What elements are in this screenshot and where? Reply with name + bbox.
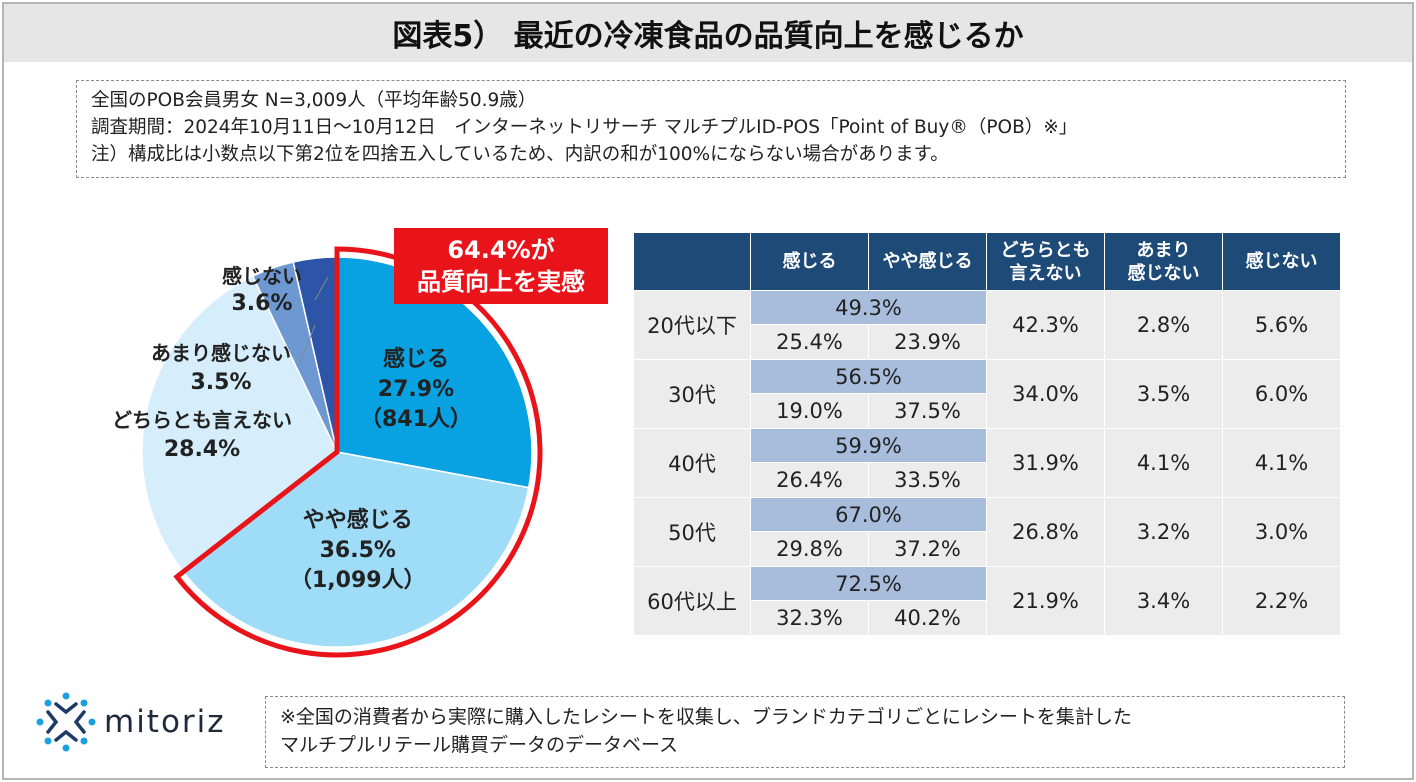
row-yaya: 33.5% — [868, 462, 987, 498]
row-dochira: 34.0% — [986, 359, 1105, 429]
row-age: 50代 — [633, 497, 751, 567]
row-dochira: 42.3% — [986, 290, 1105, 360]
header-dochira: どちらとも 言えない — [986, 232, 1105, 291]
note-line: 調査期間：2024年10月11日～10月12日 インターネットリサーチ マルチプ… — [91, 117, 1078, 138]
header-kanjinai: 感じない — [1222, 232, 1341, 291]
table-row: 20代以下 49.3% 42.3% 2.8% 5.6% — [633, 290, 1341, 360]
row-combined: 72.5% — [750, 566, 987, 601]
label-amari-pct: 3.5% — [190, 370, 252, 395]
logo-mark-icon — [36, 692, 96, 752]
table-subrow: 25.4% 23.9% — [634, 324, 1341, 360]
table-row: 40代 59.9% 31.9% 4.1% 4.1% — [633, 428, 1341, 498]
row-amari: 3.2% — [1104, 497, 1223, 567]
label-dochira-name: どちらとも言えない — [112, 408, 292, 432]
header-dochira-line2: 言えない — [1009, 262, 1082, 284]
table-subrow: 32.3% 40.2% — [634, 600, 1341, 636]
label-kanjiru: 感じる 27.9% （841人） — [360, 345, 472, 435]
table-subrow: 29.8% 37.2% — [634, 531, 1341, 567]
header-dochira-line1: どちらとも — [1000, 239, 1091, 261]
pie-slice-0 — [336, 256, 533, 489]
row-kanjinai: 4.1% — [1222, 428, 1341, 498]
highlight-callout: 64.4%が 品質向上を実感 — [394, 228, 608, 304]
table-row: 60代以上 72.5% 21.9% 3.4% 2.2% — [633, 566, 1341, 636]
mitoriz-logo: mitoriz — [34, 690, 226, 754]
header-blank — [633, 232, 751, 291]
row-kanjiru: 26.4% — [750, 462, 869, 498]
callout-line1: 64.4%が — [447, 236, 555, 264]
pie-slice-1 — [182, 451, 530, 648]
row-kanjinai: 6.0% — [1222, 359, 1341, 429]
callout-line2: 品質向上を実感 — [417, 268, 585, 296]
table-row: 30代 56.5% 34.0% 3.5% 6.0% — [633, 359, 1341, 429]
label-yaya: やや感じる 36.5% （1,099人） — [290, 506, 426, 596]
row-kanjiru: 25.4% — [750, 324, 869, 360]
age-breakdown-table: 感じる やや感じる どちらとも 言えない あまり 感じない 感じない 20代以下 4… — [633, 232, 1341, 636]
data-source-footnote: ※全国の消費者から実際に購入したレシートを収集し、ブランドカテゴリごとにレシート… — [265, 696, 1345, 768]
label-amari: あまり感じない 3.5% — [151, 338, 291, 398]
row-kanjiru: 32.3% — [750, 600, 869, 636]
row-amari: 4.1% — [1104, 428, 1223, 498]
label-amari-name: あまり感じない — [151, 341, 291, 365]
row-yaya: 23.9% — [868, 324, 987, 360]
label-kanjinai: 感じない 3.6% — [222, 262, 302, 318]
label-kanjinai-pct: 3.6% — [231, 291, 293, 316]
label-yaya-name: やや感じる — [302, 508, 413, 533]
leader-line-kanjinai — [314, 276, 329, 301]
label-dochira-pct: 28.4% — [163, 437, 241, 462]
table-row: 50代 67.0% 26.8% 3.2% 3.0% — [633, 497, 1341, 567]
row-age: 40代 — [633, 428, 751, 498]
footnote-line: ※全国の消費者から実際に購入したレシートを収集し、ブランドカテゴリごとにレシート… — [280, 706, 1132, 728]
row-age: 30代 — [633, 359, 751, 429]
row-amari: 2.8% — [1104, 290, 1223, 360]
row-kanjiru: 19.0% — [750, 393, 869, 429]
row-amari: 3.4% — [1104, 566, 1223, 636]
row-yaya: 40.2% — [868, 600, 987, 636]
label-yaya-count: （1,099人） — [290, 568, 426, 593]
note-line: 全国のPOB会員男女 N=3,009人（平均年齢50.9歳） — [91, 90, 537, 111]
row-yaya: 37.2% — [868, 531, 987, 567]
header-amari: あまり 感じない — [1104, 232, 1223, 291]
row-age: 60代以上 — [633, 566, 751, 636]
survey-notes: 全国のPOB会員男女 N=3,009人（平均年齢50.9歳） 調査期間：2024… — [76, 80, 1346, 178]
row-dochira: 26.8% — [986, 497, 1105, 567]
row-yaya: 37.5% — [868, 393, 987, 429]
pie-slice-2 — [141, 275, 338, 573]
table-header-row: 感じる やや感じる どちらとも 言えない あまり 感じない 感じない — [633, 232, 1341, 291]
header-amari-line2: 感じない — [1127, 262, 1200, 284]
header-kanjiru: 感じる — [750, 232, 869, 291]
row-kanjinai: 2.2% — [1222, 566, 1341, 636]
row-dochira: 31.9% — [986, 428, 1105, 498]
row-kanjinai: 5.6% — [1222, 290, 1341, 360]
label-yaya-pct: 36.5% — [319, 538, 396, 563]
note-line: 注）構成比は小数点以下第2位を四捨五入しているため、内訳の和が100%にならない… — [91, 144, 949, 165]
row-combined: 67.0% — [750, 497, 987, 532]
row-combined: 59.9% — [750, 428, 987, 463]
page-title: 図表5） 最近の冷凍食品の品質向上を感じるか — [4, 4, 1412, 62]
leader-line-amari — [299, 324, 316, 364]
label-kanjiru-count: （841人） — [360, 407, 472, 432]
row-dochira: 21.9% — [986, 566, 1105, 636]
table-subrow: 26.4% 33.5% — [634, 462, 1341, 498]
label-kanjiru-name: 感じる — [382, 347, 449, 372]
row-kanjiru: 29.8% — [750, 531, 869, 567]
label-dochira: どちらとも言えない 28.4% — [112, 405, 292, 465]
table-subrow: 19.0% 37.5% — [634, 393, 1341, 429]
row-kanjinai: 3.0% — [1222, 497, 1341, 567]
header-yaya: やや感じる — [868, 232, 987, 291]
footnote-line: マルチプルリテール購買データのデータベース — [280, 734, 679, 756]
row-combined: 56.5% — [750, 359, 987, 394]
logo-wordmark: mitoriz — [104, 704, 226, 740]
row-age: 20代以下 — [633, 290, 751, 360]
label-kanjinai-name: 感じない — [222, 264, 302, 288]
header-amari-line1: あまり — [1136, 239, 1191, 261]
row-amari: 3.5% — [1104, 359, 1223, 429]
label-kanjiru-pct: 27.9% — [377, 377, 455, 402]
row-combined: 49.3% — [750, 290, 987, 325]
